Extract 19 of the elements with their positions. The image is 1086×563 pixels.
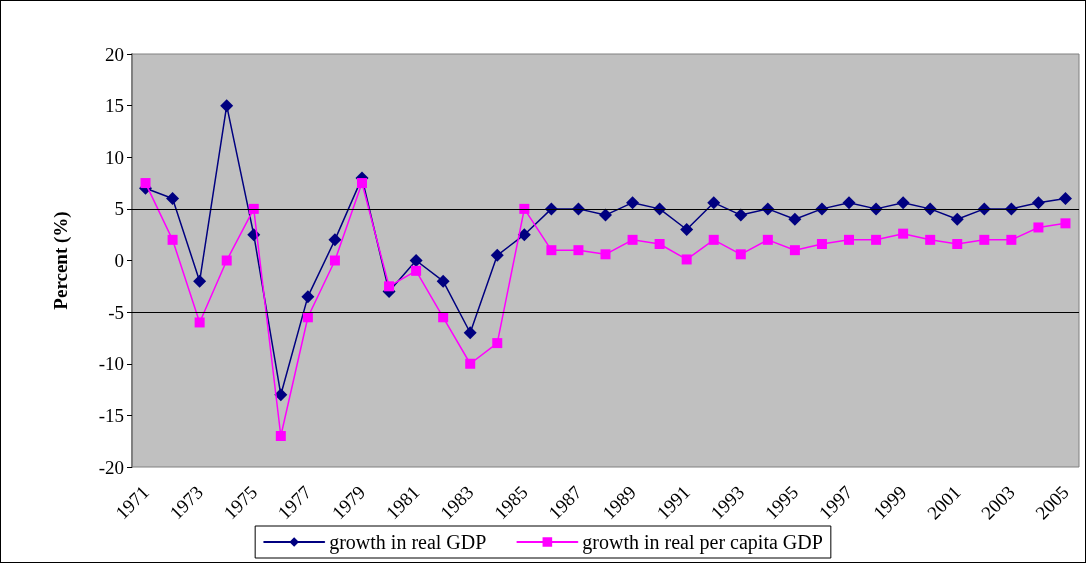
y-tick-label: 0 xyxy=(114,250,124,271)
y-axis-title: Percent (%) xyxy=(50,211,72,310)
legend-label: growth in real GDP xyxy=(329,531,487,554)
legend-label: growth in real per capita GDP xyxy=(582,531,823,554)
y-tick-label: -5 xyxy=(108,301,124,323)
y-tick-label: 5 xyxy=(114,198,124,220)
x-tick-label: 1989 xyxy=(598,481,640,524)
x-tick-label: 1999 xyxy=(868,481,911,524)
y-tick-label: 20 xyxy=(105,43,124,65)
x-tick-label: 1971 xyxy=(111,481,153,524)
y-tick-label: 10 xyxy=(105,146,124,168)
x-tick-label: 1991 xyxy=(652,481,695,524)
x-tick-label: 1979 xyxy=(327,481,370,524)
x-tick-label: 1981 xyxy=(381,481,424,524)
y-tick-label: -10 xyxy=(98,353,124,375)
y-tick-label: -20 xyxy=(98,456,124,478)
y-tick-label: -15 xyxy=(98,404,124,426)
x-tick-label: 1993 xyxy=(706,481,749,524)
y-tick-label: 15 xyxy=(105,95,124,117)
